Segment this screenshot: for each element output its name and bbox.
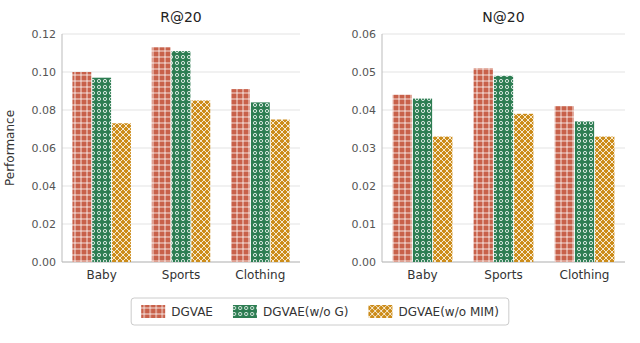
y-tick-label: 0.01 [352,218,377,231]
y-axis-line [62,34,63,262]
y-tick-label: 0.02 [352,180,377,193]
y-axis-label: Performance [3,110,17,186]
y-tick-label: 0.04 [32,180,57,193]
legend: DGVAE DGVAE(w/o G) DGVAE(w/o MIM) [141,305,499,319]
bar: DGVAE [231,89,250,262]
legend-item: DGVAE(w/o MIM) [368,305,498,319]
x-tick-label: Sports [484,268,522,282]
title: R@20 [160,9,202,25]
bar: DGVAE(w/o MIM) [595,137,614,262]
bars: DGVAEDGVAEDGVAEDGVAE(w/o G)DGVAE(w/o G)D… [393,68,615,262]
y-tick-label: 0.03 [352,142,377,155]
y-tick-label: 0.02 [32,218,57,231]
bar: DGVAE(w/o G) [172,51,191,262]
y-tick-label: 0.10 [32,66,57,79]
bar: DGVAE [393,95,412,262]
panel: R@20 Performance 0.00 0.02 0.04 0.06 0.08 0.10 0… [3,9,300,282]
x-tick-label: Clothing [235,268,285,282]
bar: DGVAE(w/o MIM) [433,137,452,262]
bar: DGVAE [555,106,574,262]
legend-item: DGVAE [141,305,213,319]
legend-frame [131,298,509,325]
legend-label: DGVAE(w/o MIM) [398,305,498,319]
x-tick-label: Baby [407,268,437,282]
bars: DGVAEDGVAEDGVAEDGVAE(w/o G)DGVAE(w/o G)D… [72,47,289,262]
y-tick-label: 0.04 [352,104,377,117]
y-tick-label: 0.12 [32,28,57,41]
y-axis-line [382,34,383,262]
bar: DGVAE(w/o G) [92,78,111,262]
bar: DGVAE(w/o G) [251,102,270,262]
x-tick-label: Sports [162,268,200,282]
bar: DGVAE(w/o MIM) [112,123,131,262]
legend-label: DGVAE [171,305,213,319]
y-tick-label: 0.00 [32,256,57,269]
panel: N@200.000.010.020.030.040.050.06DGVAEDGV… [352,9,626,282]
bar: DGVAE(w/o G) [575,121,594,262]
bar: DGVAE(w/o MIM) [271,120,290,263]
legend-item: DGVAE(w/o G) [233,305,348,319]
legend-label: DGVAE(w/o G) [263,305,348,319]
title: N@20 [482,9,524,25]
legend-swatch [233,305,257,318]
y-tick-label: 0.06 [32,142,57,155]
grid-line [62,34,300,35]
bar: DGVAE [474,68,493,262]
chart-root: R@20 Performance 0.00 0.02 0.04 0.06 0.08 0.10 0… [0,0,640,343]
x-tick-label: Baby [87,268,117,282]
bar: DGVAE(w/o G) [494,76,513,262]
y-tick-label: 0.00 [352,256,377,269]
grid-line [382,34,625,35]
bar: DGVAE [72,72,91,262]
legend-swatch [368,305,392,318]
bar: DGVAE(w/o MIM) [514,114,533,262]
grid-line [382,72,625,73]
legend-swatch [141,305,165,318]
y-tick-label: 0.08 [32,104,57,117]
bar: DGVAE(w/o G) [413,99,432,262]
bar: DGVAE [152,47,171,262]
bar: DGVAE(w/o MIM) [191,101,210,263]
y-tick-label: 0.06 [352,28,377,41]
y-tick-label: 0.05 [352,66,377,79]
x-tick-label: Clothing [560,268,610,282]
